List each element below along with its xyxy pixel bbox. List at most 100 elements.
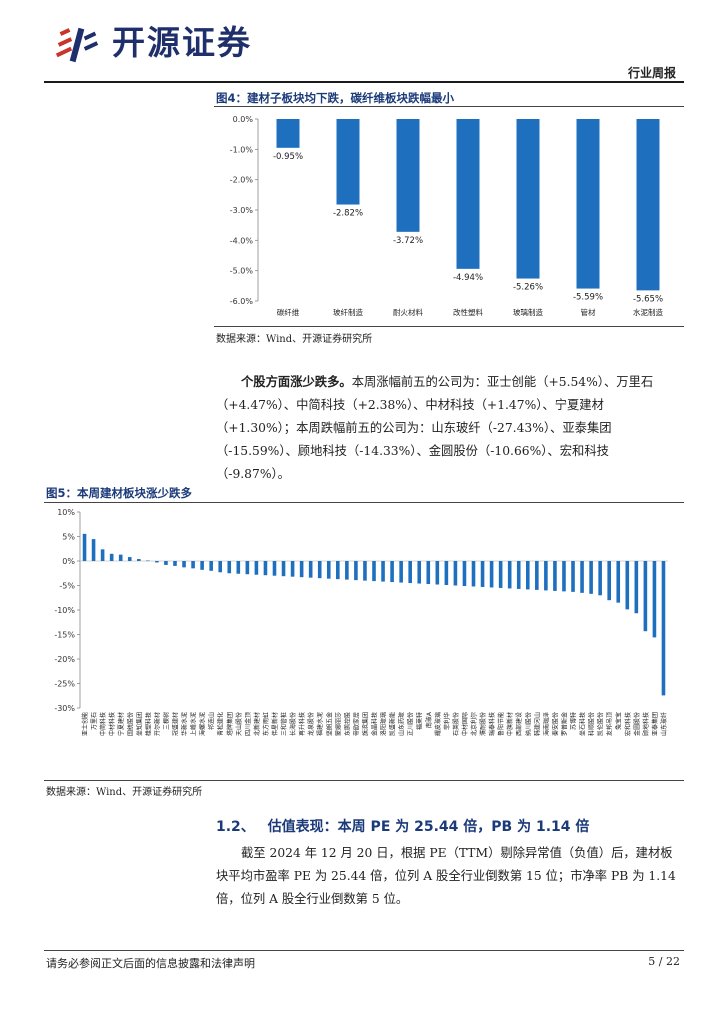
chart4-y-tick-label: -4.0% [230,236,254,245]
chart5-bar [516,561,521,589]
chart5-x-tick-label: 洛阳玻璃 [380,712,388,736]
chart5-x-tick-label: 亚泰集团 [651,712,659,736]
chart4-data-label: -5.59% [573,293,603,303]
section-heading: 1.2、 估值表现：本周 PE 为 25.44 倍，PB 为 1.14 倍 [216,816,589,836]
chart4-data-label: -2.82% [333,209,363,219]
chart5-bar [643,561,648,632]
chart5-x-tick-label: 南玻A [425,711,433,728]
chart4-x-tick-label: 改性塑料 [453,307,483,317]
chart5-bar [91,539,96,561]
figure5-chart: 10% 5% 0% -5% -10% -15% -20% -25% -30% 亚士创能 万里石 中简科… [54,508,668,736]
chart5-x-tick-label: 科顺股份 [588,712,596,736]
chart5-x-tick-label: 菲利华 [443,712,451,730]
chart5-x-tick-label: 中材国际 [461,712,469,736]
chart4-x-tick-label: 玻纤制造 [333,307,363,317]
chart5-bar [598,561,602,596]
chart5-x-tick-label: 龙泉股份 [307,712,315,736]
chart5-bar [354,561,358,581]
chart5-bar [336,561,340,580]
chart5-x-tick-label: 凯盛新能 [389,712,397,736]
chart5-bar [317,561,322,579]
chart5-bar [209,561,213,571]
chart5-bar [525,561,530,590]
figure4-top-rule [214,106,684,107]
chart5-x-tick-label: 三和管桩 [280,712,288,736]
chart5-bar [580,561,584,593]
chart5-x-tick-label: 海螺水泥 [199,712,207,736]
chart5-x-tick-label: 金晶科技 [371,712,379,736]
chart5-x-tick-label: 亚士创能 [81,712,89,736]
chart5-x-tick-label: 苏博特 [570,712,578,730]
chart5-x-tick-label: 福莱特 [416,712,424,730]
chart5-bar [218,561,223,573]
figure4-chart: 0.0% -1.0% -2.0% -3.0% -4.0% -5.0% -6.0% -0.95%… [230,115,664,317]
chart5-bar [625,561,630,610]
chart5-x-tick-label: 鲁阳节能 [497,712,505,736]
chart5-bar [426,561,431,585]
figure5-bottom-rule [44,780,684,781]
chart5-x-tick-label: 罗普斯金 [560,712,568,736]
chart5-x-tick-label: 山东药玻 [398,712,406,736]
chart5-x-tick-label: 石英股份 [452,712,460,736]
chart5-x-tick-label: 中简科技 [99,712,107,736]
chart5-bar [607,561,611,601]
chart4-bar [336,119,360,205]
chart5-y-tick-label: -15% [54,631,75,640]
chart5-bar [227,561,232,574]
chart5-x-tick-label: 中材科技 [108,712,116,736]
chart5-bar [489,561,494,588]
chart5-bar [363,561,367,581]
chart5-x-tick-label: 濮耐股份 [479,712,487,736]
chart4-bar [576,119,600,289]
chart5-bar [308,561,313,578]
chart5-x-tick-label: 上峰水泥 [190,712,198,736]
chart5-bar [191,561,195,569]
chart5-y-tick-label: 5% [62,533,75,542]
chart5-y-tick-label: 0% [62,557,75,566]
chart5-bar [553,561,557,591]
chart4-y-tick-label: 0.0% [233,115,254,124]
chart5-bar [390,561,394,583]
chart5-x-tick-label: 天山股份 [235,712,243,736]
chart5-bar [408,561,412,584]
figure5-source: 数据来源：Wind、开源证券研究所 [46,787,203,798]
chart5-bar [245,561,250,575]
chart5-bar [444,561,449,586]
chart5-x-tick-label: 祁连山 [208,712,216,730]
chart5-bar [372,561,376,582]
figure4-bottom-rule [214,326,684,327]
chart5-x-tick-label: 友邦吊顶 [606,712,614,736]
chart4-y-tick-label: -6.0% [230,297,254,306]
chart5-bar [127,557,132,561]
figure4-source: 数据来源：Wind、开源证券研究所 [216,334,373,345]
chart5-bar [462,561,467,586]
chart5-bar [146,560,150,562]
chart5-x-tick-label: 纳川股份 [524,712,532,736]
paragraph-stock-movers: 个股方面涨少跌多。本周涨幅前五的公司为：亚士创能（+5.54%）、万里石（+4.… [216,370,682,486]
chart5-x-tick-label: 凯伦股份 [597,712,605,736]
chart5-y-tick-label: -30% [54,704,75,713]
chart4-x-tick-label: 玻璃制造 [513,307,543,317]
figure5-title: 图5：本周建材板块涨少跌多 [46,486,193,500]
chart4-data-label: -3.72% [393,236,423,246]
footer-disclaimer: 请务必参阅正文后面的信息披露和法律声明 [46,957,255,970]
chart5-bar [498,561,503,588]
header-divider [44,81,684,83]
chart5-bar [399,561,403,583]
paragraph-valuation: 截至 2024 年 12 月 20 日，根据 PE（TTM）剔除异常值（负值）后… [216,846,676,906]
chart4-data-label: -4.94% [453,273,483,283]
chart5-bar [435,561,440,585]
chart5-bar [381,561,385,582]
chart5-bar [109,553,114,561]
chart5-x-tick-label: 北京利尔 [470,712,478,736]
chart5-bar [453,561,458,586]
chart5-x-tick-label: 宏和科技 [624,712,632,736]
chart5-x-tick-label: 伟星新材 [271,712,279,736]
chart5-bar [137,559,141,561]
chart5-x-tick-label: 国统股份 [126,712,134,736]
chart4-y-tick-label: -5.0% [230,267,254,276]
chart5-bar [326,561,331,579]
chart4-y-tick-label: -2.0% [230,176,254,185]
chart5-bar [589,561,593,594]
chart4-bar [276,119,300,148]
